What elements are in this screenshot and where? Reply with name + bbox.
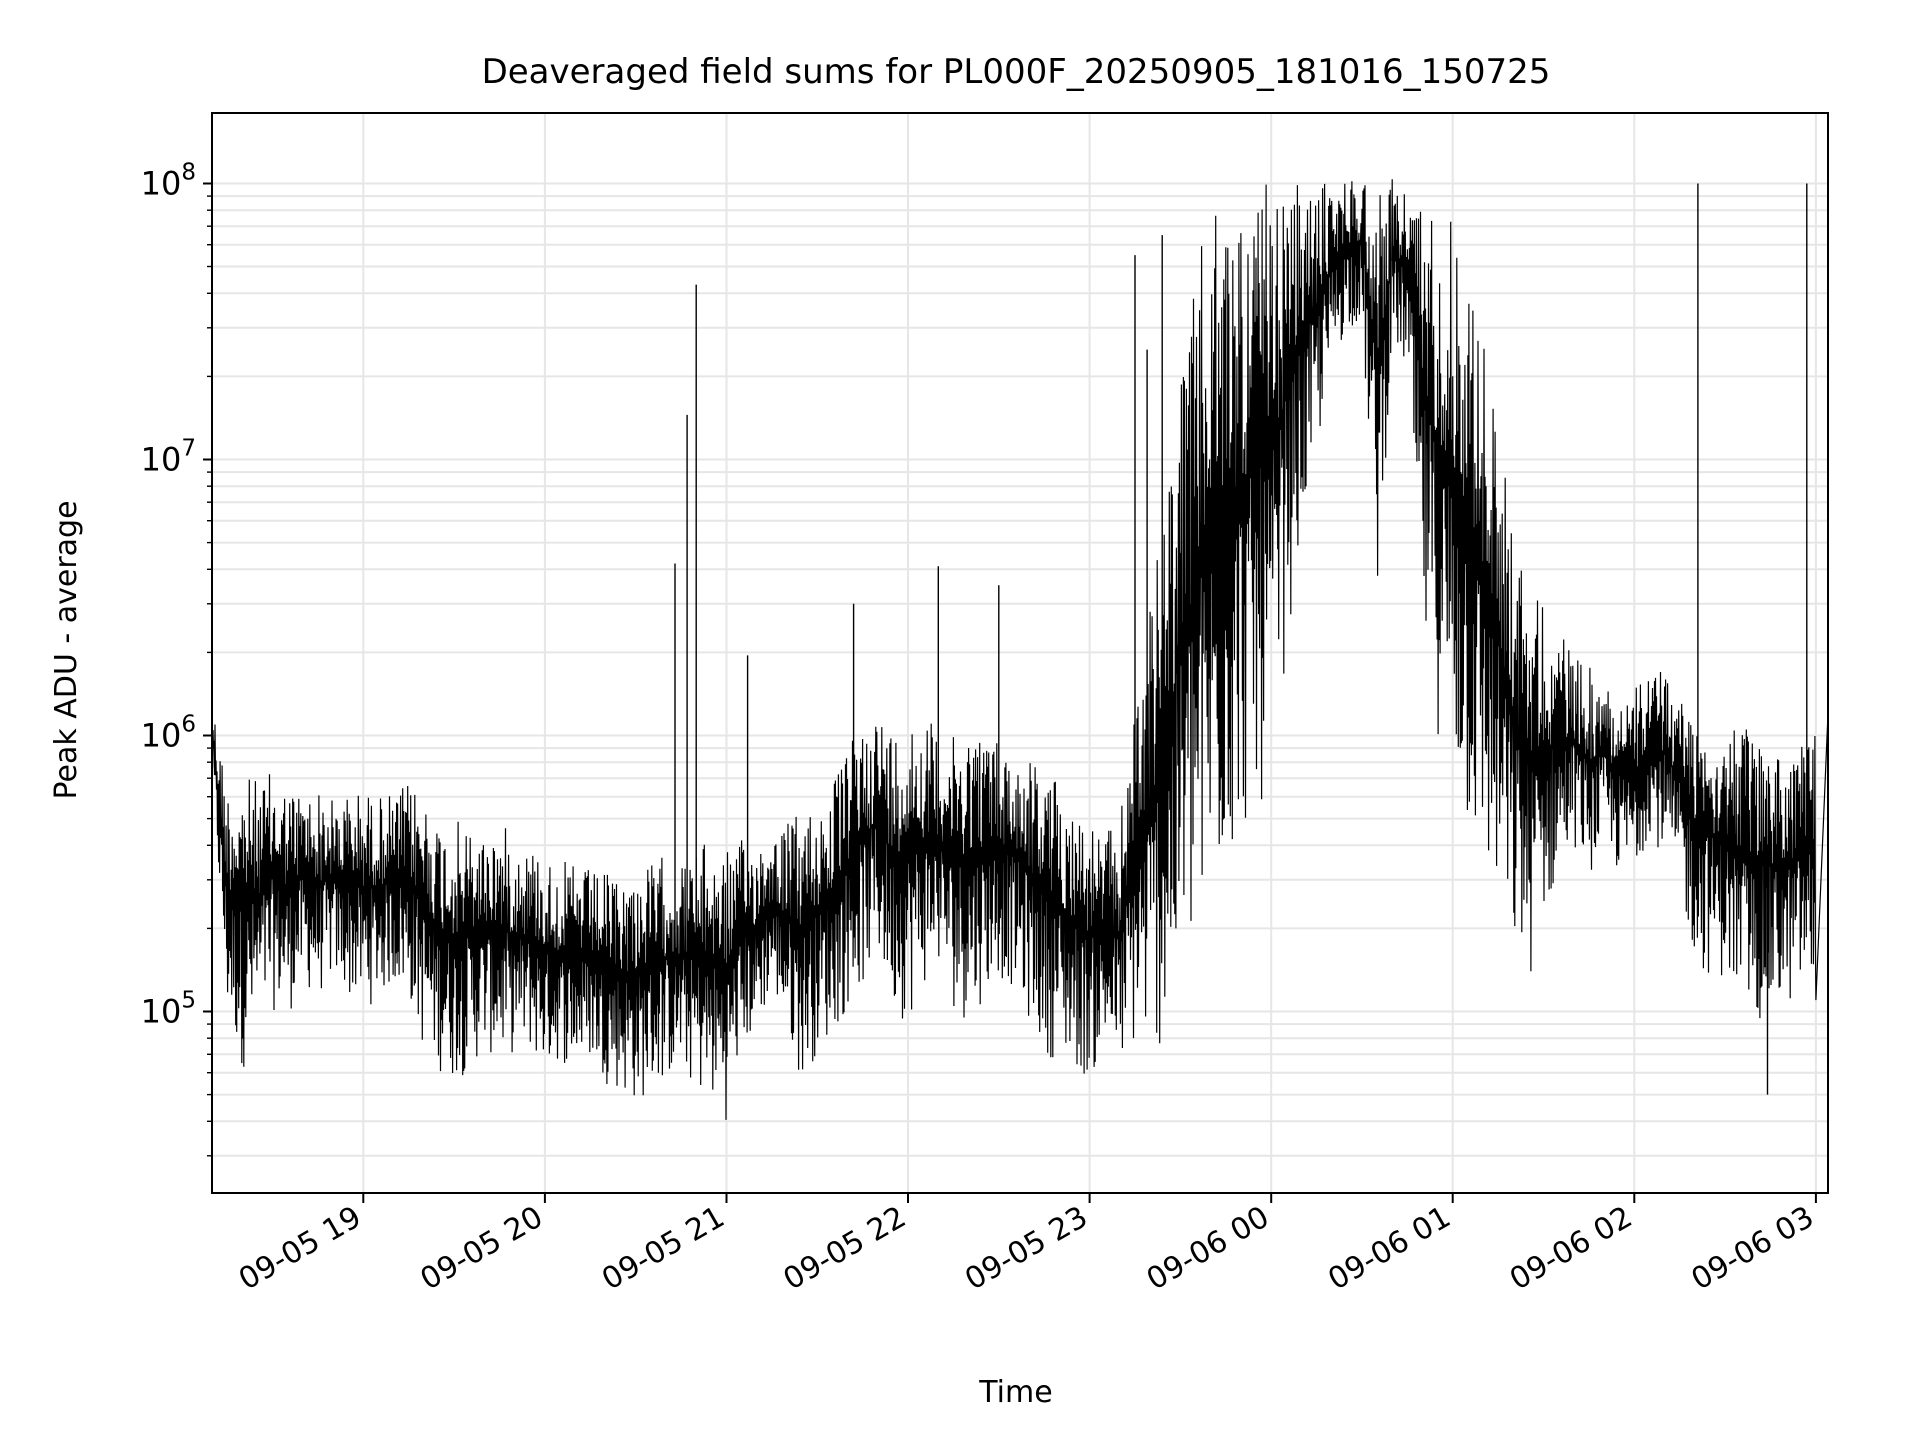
plot-area — [211, 179, 1829, 1120]
series-line — [211, 179, 1829, 1120]
y-tick-label: 108 — [141, 159, 196, 202]
y-axis: 105 106 107 108 — [141, 159, 212, 1157]
y-tick-label: 106 — [141, 711, 196, 754]
y-axis-label: Peak ADU - average — [49, 500, 84, 799]
y-tick-label: 107 — [141, 435, 196, 478]
chart-title: Deaveraged field sums for PL000F_2025090… — [482, 52, 1551, 92]
x-axis-label: Time — [978, 1375, 1052, 1410]
y-tick-label: 105 — [141, 987, 196, 1030]
